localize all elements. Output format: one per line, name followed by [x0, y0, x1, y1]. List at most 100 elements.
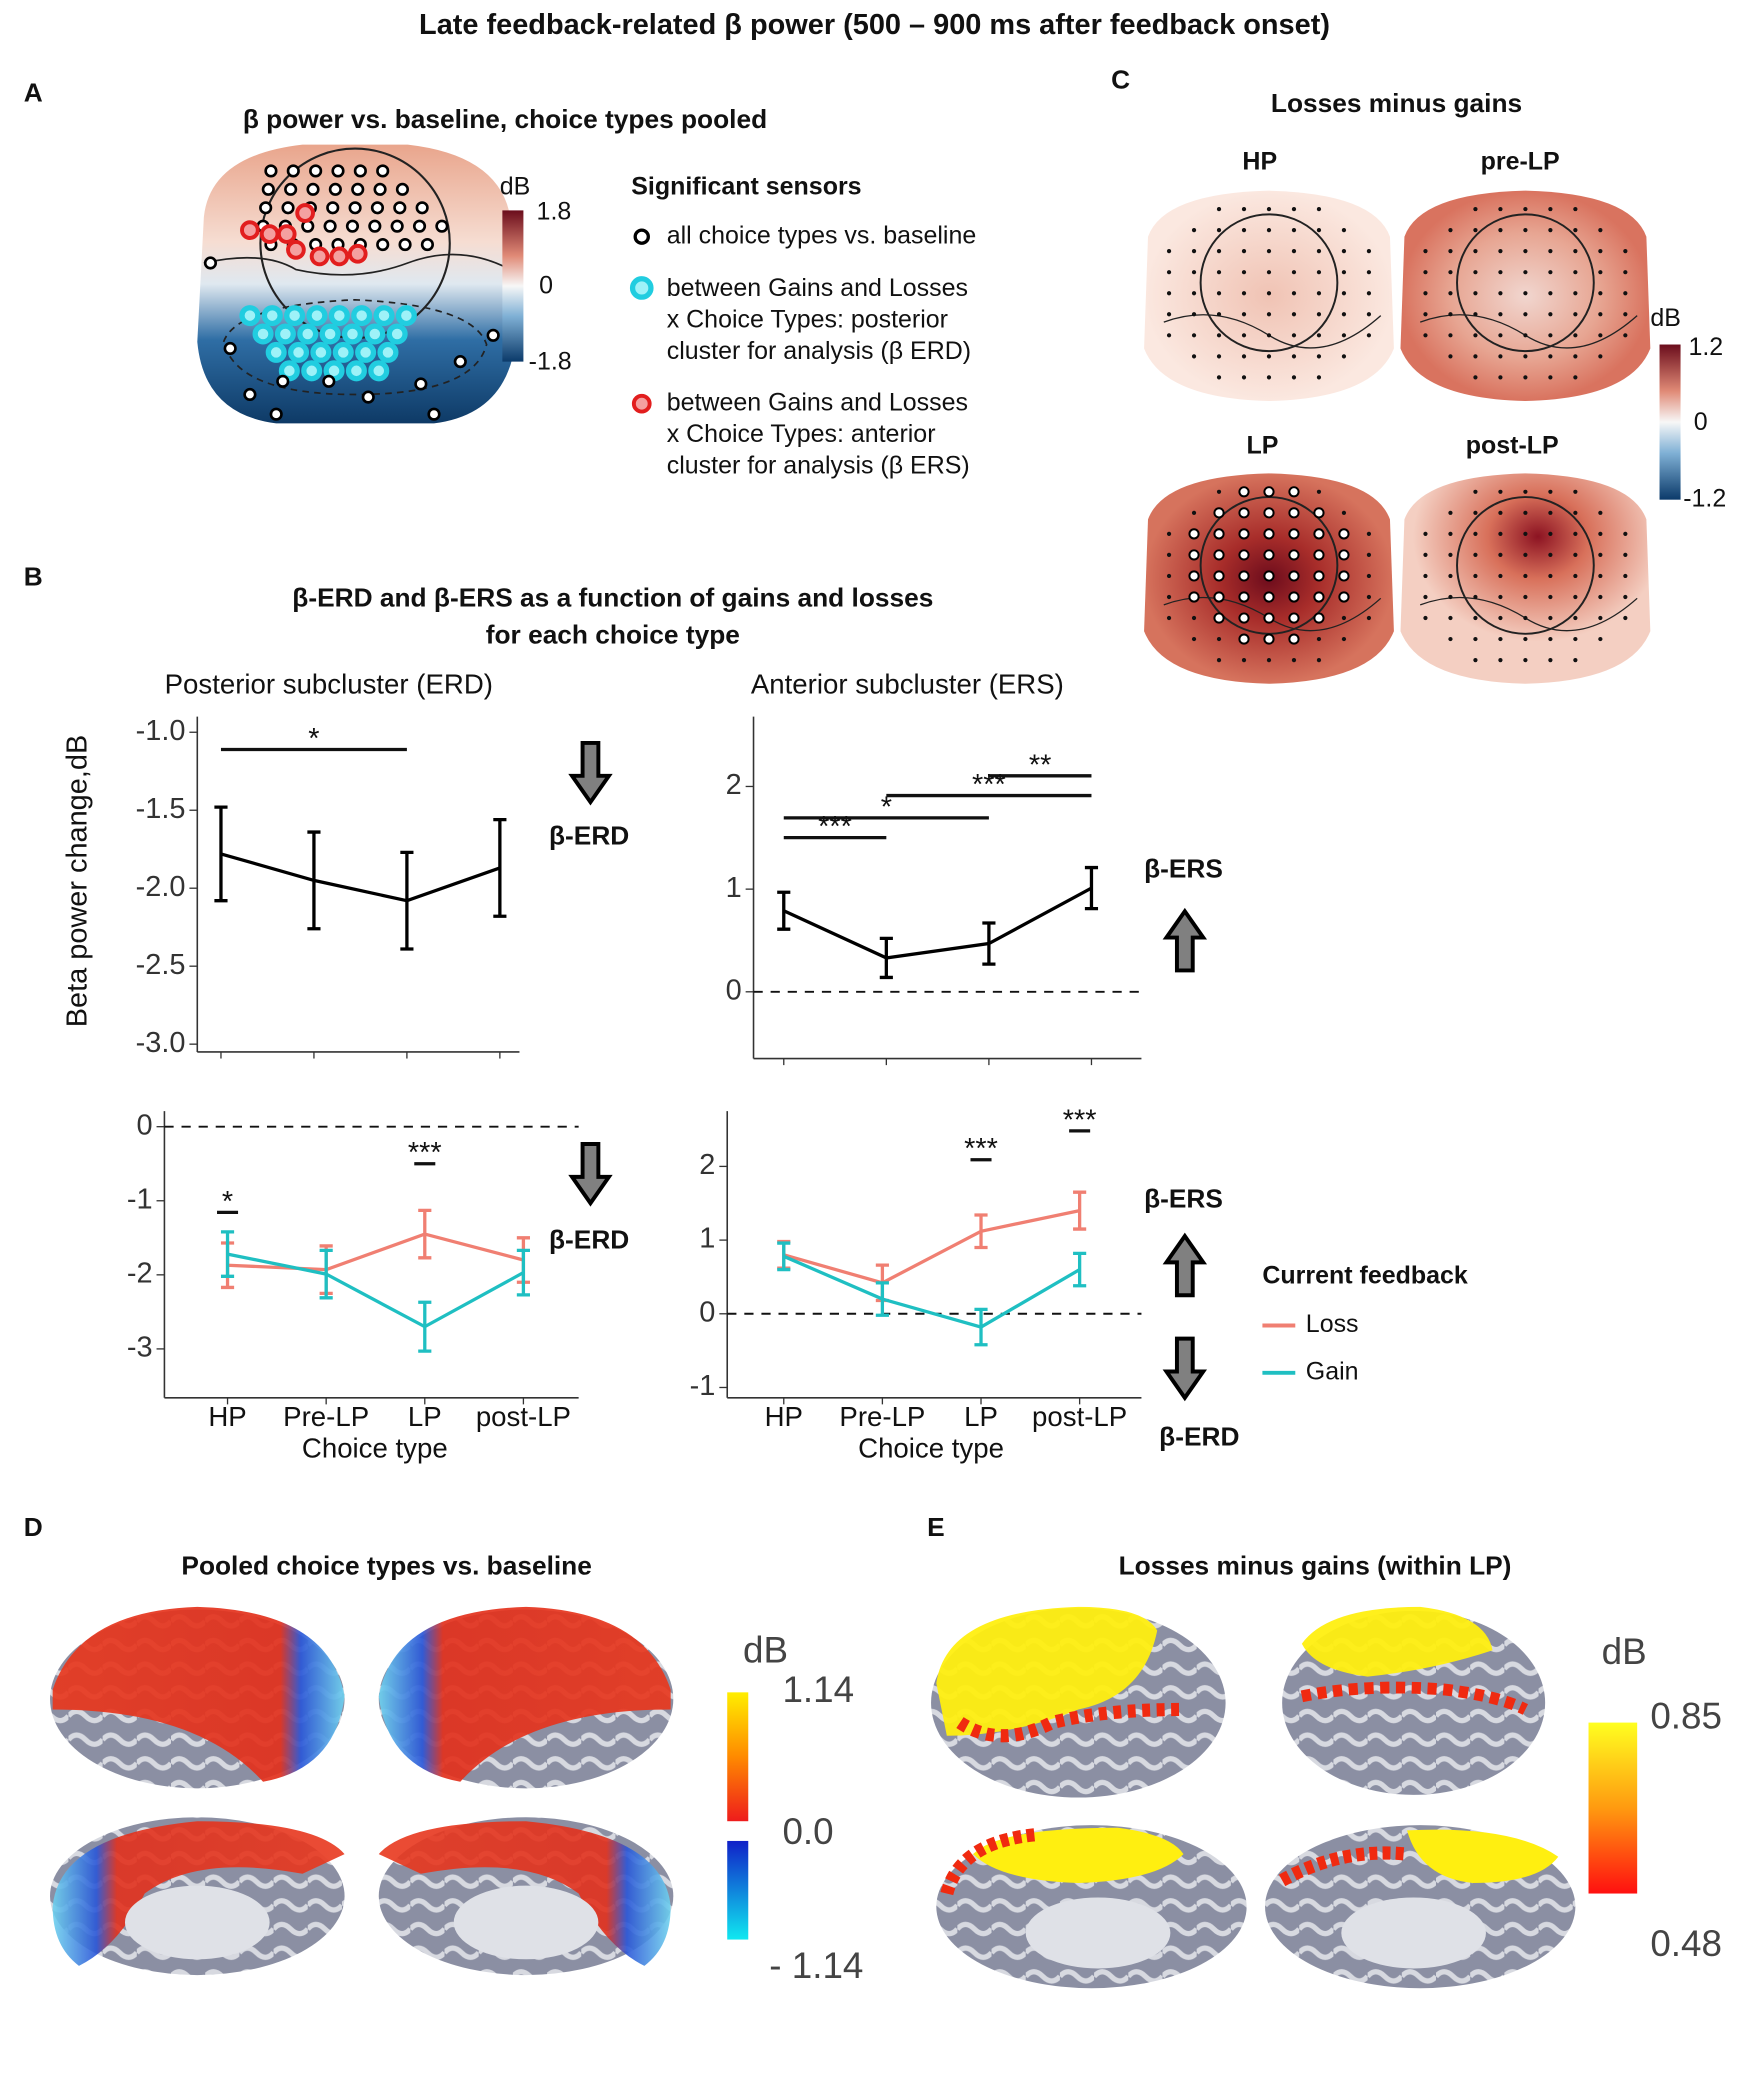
sensor — [1191, 333, 1197, 338]
legend-text: Gain — [1306, 1357, 1359, 1385]
sensor — [1523, 375, 1528, 380]
sensor — [1366, 573, 1372, 579]
sensor — [329, 246, 350, 267]
side-label: β-ERD — [549, 1224, 629, 1254]
y-tick-label: -1.5 — [136, 793, 186, 825]
sensor — [1316, 249, 1322, 254]
sensor — [288, 341, 310, 363]
sensor — [1498, 615, 1503, 621]
sensor — [1423, 573, 1428, 579]
sensor — [1548, 636, 1553, 642]
sensor — [1498, 573, 1503, 579]
sensor — [395, 182, 410, 196]
topomap — [1400, 473, 1651, 684]
sensor — [1498, 636, 1503, 642]
data-line — [783, 1254, 1081, 1329]
sensor — [361, 390, 375, 404]
sensor — [1241, 249, 1247, 254]
sensor — [351, 305, 373, 327]
colorbar-label: 0 — [1694, 408, 1708, 436]
sensor — [1523, 291, 1528, 296]
sensor — [276, 224, 297, 244]
panel-title: Pooled choice types vs. baseline — [181, 1550, 591, 1580]
sensor — [1598, 312, 1603, 317]
sensor — [1598, 291, 1603, 296]
error-bar — [875, 1281, 889, 1317]
brain-maps — [50, 1606, 674, 1976]
sensor — [1548, 489, 1553, 494]
sensor — [1423, 594, 1428, 600]
contour — [203, 253, 511, 276]
sensor — [373, 182, 387, 196]
sensor — [1573, 333, 1578, 338]
legend-text: between Gains and Losses — [667, 388, 968, 416]
legend-text: x Choice Types: posterior — [667, 305, 948, 333]
legend-symbol — [629, 276, 654, 300]
sensor — [1548, 594, 1553, 600]
colorbar-unit: dB — [1650, 304, 1681, 332]
sensor — [1473, 375, 1478, 380]
panel-label: B — [24, 562, 43, 592]
sensor — [1166, 573, 1172, 579]
sensor — [1341, 228, 1347, 233]
sensor — [1188, 591, 1200, 603]
sensor — [286, 164, 300, 178]
x-tick-label: Pre-LP — [283, 1401, 369, 1432]
sensor — [319, 323, 341, 345]
sensor — [1263, 507, 1275, 519]
sensor — [1288, 612, 1300, 624]
sensor — [1523, 489, 1528, 494]
sensor — [1316, 636, 1322, 642]
sensor — [239, 305, 261, 327]
sensor — [1623, 291, 1628, 296]
sensor — [1573, 312, 1578, 317]
sensor — [1523, 615, 1528, 621]
sensor — [390, 219, 404, 233]
sensor — [1238, 633, 1250, 645]
legend-text: all choice types vs. baseline — [667, 221, 977, 249]
sensor — [1188, 570, 1200, 582]
y-tick-label: -2.5 — [136, 949, 186, 981]
sensor — [1598, 594, 1603, 600]
sensor — [1523, 510, 1528, 515]
sensor — [1216, 333, 1222, 338]
sensor — [1313, 570, 1325, 582]
sensor — [1266, 291, 1272, 296]
sensor — [1216, 249, 1222, 254]
colorbar-label: 1.14 — [782, 1669, 854, 1710]
sensor — [1523, 228, 1528, 233]
sensor — [1263, 633, 1275, 645]
sensor — [1423, 333, 1428, 338]
sensor — [1316, 206, 1322, 212]
sensor — [1266, 228, 1272, 233]
y-tick-label: 1 — [699, 1223, 715, 1255]
significance-label: *** — [408, 1137, 442, 1169]
sensor — [393, 201, 407, 215]
sensor — [1338, 570, 1350, 582]
sensor — [1473, 206, 1478, 212]
sensor — [1288, 507, 1300, 519]
error-bar — [400, 850, 414, 951]
x-axis-label: Choice type — [302, 1433, 448, 1464]
sensor — [284, 182, 298, 196]
sensor — [1498, 375, 1503, 380]
sensor — [1366, 615, 1372, 621]
sensor — [1216, 206, 1222, 212]
sensor — [1366, 312, 1372, 317]
sensor — [1448, 228, 1453, 233]
colorbar-label: 0.85 — [1650, 1695, 1722, 1736]
map-label: LP — [1246, 432, 1278, 460]
sensor — [1241, 333, 1247, 338]
sensor — [1498, 594, 1503, 600]
sensor — [1316, 489, 1322, 494]
error-bar — [418, 1300, 432, 1353]
colorbar-unit: dB — [743, 1630, 788, 1671]
sensor — [1623, 552, 1628, 558]
sensor — [1498, 552, 1503, 558]
sensor — [414, 377, 428, 391]
sensor — [1341, 636, 1347, 642]
sensor — [1448, 270, 1453, 275]
x-tick-label: HP — [208, 1401, 246, 1432]
sensor — [1238, 612, 1250, 624]
